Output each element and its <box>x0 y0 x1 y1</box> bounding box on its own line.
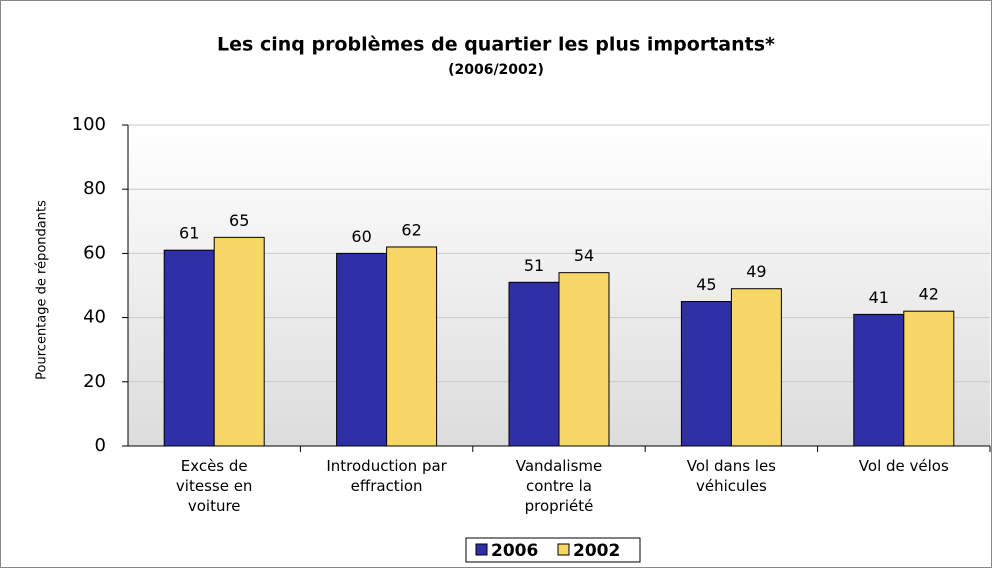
y-tick-label: 0 <box>95 435 106 456</box>
bar <box>558 272 610 447</box>
bar <box>730 288 782 447</box>
y-tick-label: 20 <box>83 371 106 392</box>
x-tick-label: Vandalisme contre la propriété <box>515 457 603 515</box>
value-label: 51 <box>524 256 544 275</box>
bar <box>680 301 732 447</box>
value-label: 65 <box>229 211 249 230</box>
value-label: 41 <box>869 288 889 307</box>
y-tick-label: 80 <box>83 178 106 199</box>
bar <box>213 236 265 447</box>
value-label: 60 <box>351 227 371 246</box>
legend-label: 2002 <box>573 541 620 561</box>
legend-label: 2006 <box>491 541 538 561</box>
value-label: 45 <box>696 275 716 294</box>
value-label: 42 <box>919 285 939 304</box>
x-tick-label: Excès de vitesse en voiture <box>175 457 253 515</box>
value-label: 61 <box>179 224 199 243</box>
y-tick-label: 60 <box>83 242 106 263</box>
bar <box>386 246 438 447</box>
bar <box>903 310 955 447</box>
value-label: 49 <box>746 262 766 281</box>
legend-swatch <box>557 543 570 556</box>
y-axis-label: Pourcentage de répondants <box>35 200 50 380</box>
chart-title: Les cinq problèmes de quartier les plus … <box>217 34 775 56</box>
x-tick-label: Vol dans les véhicules <box>686 457 776 495</box>
legend-box <box>465 537 641 563</box>
x-tick-label: Vol de vélos <box>858 457 949 475</box>
y-tick-label: 40 <box>83 307 106 328</box>
x-tick-label: Introduction par effraction <box>326 457 447 495</box>
chart-subtitle: (2006/2002) <box>448 62 544 78</box>
value-label: 54 <box>574 246 594 265</box>
value-label: 62 <box>401 220 421 239</box>
bar <box>163 249 215 447</box>
bar <box>508 281 560 447</box>
bar <box>853 313 905 447</box>
bar <box>336 252 388 447</box>
y-tick-label: 100 <box>72 114 106 135</box>
legend-swatch <box>475 543 488 556</box>
